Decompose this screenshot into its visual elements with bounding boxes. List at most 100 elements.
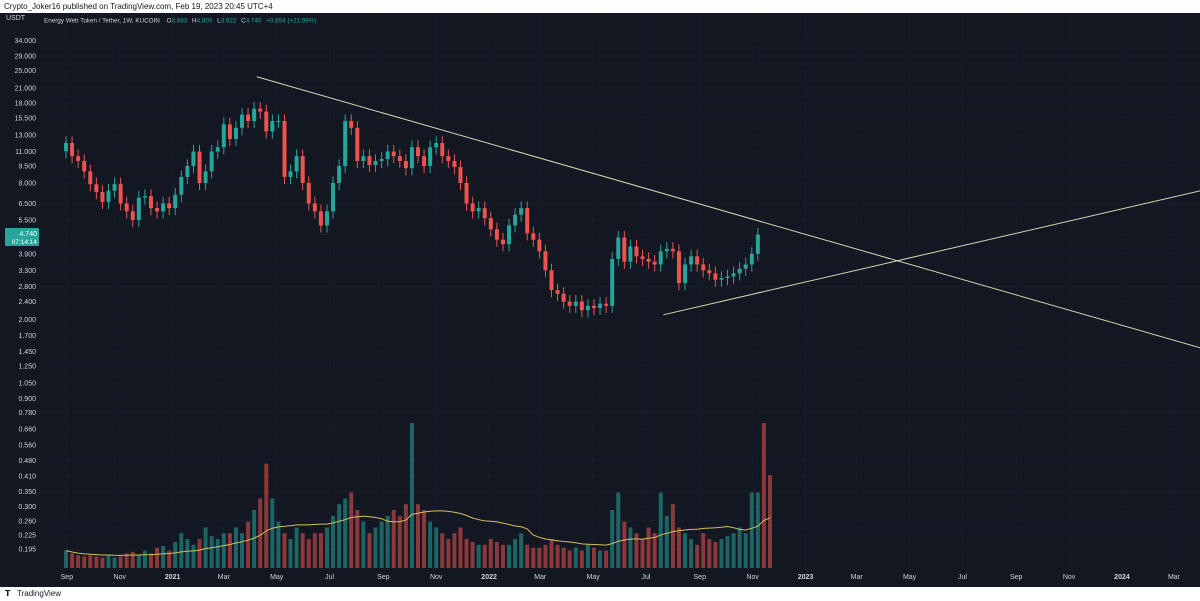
time-tick-label: Sep <box>1010 574 1023 581</box>
candle-body <box>64 143 69 152</box>
candle-body <box>749 253 754 265</box>
volume-bar <box>300 533 305 568</box>
price-chart[interactable]: 34.000 29.000 25.000 21.000 18.000 15.500 13.0… <box>0 13 1200 587</box>
volume-bar <box>203 527 208 568</box>
candle-body <box>203 171 208 183</box>
candle-body <box>94 184 99 192</box>
candle-body <box>537 239 542 252</box>
volume-bar <box>197 539 202 568</box>
time-tick-label: Nov <box>746 574 759 581</box>
candle-body <box>494 229 499 240</box>
volume-bar <box>500 544 505 568</box>
volume-bar <box>240 533 244 568</box>
time-tick-label: May <box>903 574 917 581</box>
price-tick-label: 18.000 <box>15 101 37 108</box>
candle-body <box>246 114 251 122</box>
volume-bar <box>373 527 378 568</box>
volume-bar <box>585 544 590 568</box>
brand-name: TradingView <box>17 589 62 598</box>
volume-bar <box>464 539 469 568</box>
price-tick-label: 3.300 <box>18 268 36 275</box>
volume-bar <box>403 504 408 568</box>
candle-body <box>70 143 75 157</box>
volume-bar <box>246 521 251 568</box>
volume-bar <box>646 527 651 568</box>
volume-bar <box>494 541 499 568</box>
volume-bar <box>701 533 706 568</box>
candle-body <box>148 196 153 209</box>
volume-bar <box>476 544 481 568</box>
volume-bar <box>434 527 439 568</box>
volume-bar <box>227 533 232 568</box>
candle-body <box>634 246 639 257</box>
open-value: 3.883 <box>172 18 188 25</box>
volume-bar <box>252 510 257 568</box>
volume-bar <box>221 533 226 568</box>
trendline-layer[interactable] <box>256 76 1200 349</box>
volume-bar <box>76 555 81 568</box>
volume-bar <box>749 492 754 568</box>
candle-body <box>610 258 615 306</box>
candle-body <box>628 246 633 262</box>
candle-body <box>434 143 439 148</box>
candle-body <box>191 151 196 167</box>
price-tick-label: 1.050 <box>18 381 36 388</box>
volume-bar <box>628 527 633 568</box>
volume-bar <box>531 547 536 568</box>
volume-bar <box>707 539 712 568</box>
volume-bar <box>148 553 153 568</box>
bar-countdown-label: 07:14:14 <box>12 239 38 246</box>
volume-bar <box>525 544 530 568</box>
price-tick-label: 11.000 <box>15 149 36 156</box>
price-tick-label: 2.400 <box>18 299 36 306</box>
price-tick-label: 1.250 <box>18 363 36 370</box>
time-tick-label: Mar <box>218 574 231 581</box>
candle-body <box>318 211 323 226</box>
candle-body <box>598 303 603 309</box>
volume-bar <box>573 547 578 568</box>
candle-body <box>106 190 111 202</box>
volume-bar <box>676 527 681 568</box>
volume-bar <box>367 533 372 568</box>
volume-bar <box>397 515 402 568</box>
high-value: 4.800 <box>197 18 213 25</box>
volume-bar <box>155 547 160 568</box>
price-tick-label: 0.480 <box>18 458 36 465</box>
candle-body <box>725 276 730 279</box>
volume-bar <box>640 539 645 568</box>
volume-bar <box>288 539 293 568</box>
candle-body <box>476 208 481 212</box>
candle-body <box>385 151 390 160</box>
volume-bar <box>88 555 93 568</box>
candle-body <box>197 151 202 183</box>
candle-body <box>155 208 160 212</box>
candle-body <box>100 191 105 202</box>
price-tick-label: 1.450 <box>18 349 36 356</box>
candle-body <box>731 273 736 277</box>
candle-body <box>324 211 329 226</box>
candle-body <box>591 305 596 309</box>
close-value: 4.740 <box>246 18 262 25</box>
candle-body <box>616 237 621 259</box>
volume-bar <box>622 521 627 568</box>
volume-bar <box>94 556 99 568</box>
candle-body <box>167 203 172 209</box>
candle-body <box>136 197 141 220</box>
candle-body <box>470 203 475 212</box>
last-price-label: 4.740 <box>19 231 37 238</box>
volume-bar <box>282 533 287 568</box>
price-tick-label: 29.000 <box>15 54 37 61</box>
volume-bar <box>567 550 572 568</box>
candle-body <box>343 121 348 167</box>
volume-bar <box>391 510 396 568</box>
time-axis[interactable]: Sep Nov 2021 Mar May Jul Sep Nov 2022 Mar May Jul Se… <box>61 574 1181 581</box>
candle-body <box>355 127 360 161</box>
candle-body <box>367 156 372 165</box>
price-axis[interactable]: 34.000 29.000 25.000 21.000 18.000 15.500 13.0… <box>15 38 37 554</box>
volume-bar <box>591 547 596 568</box>
candle-body <box>403 160 408 169</box>
volume-bar <box>185 539 190 568</box>
candle-body <box>379 159 384 161</box>
volume-bar <box>446 539 451 568</box>
candle-body <box>270 121 275 132</box>
